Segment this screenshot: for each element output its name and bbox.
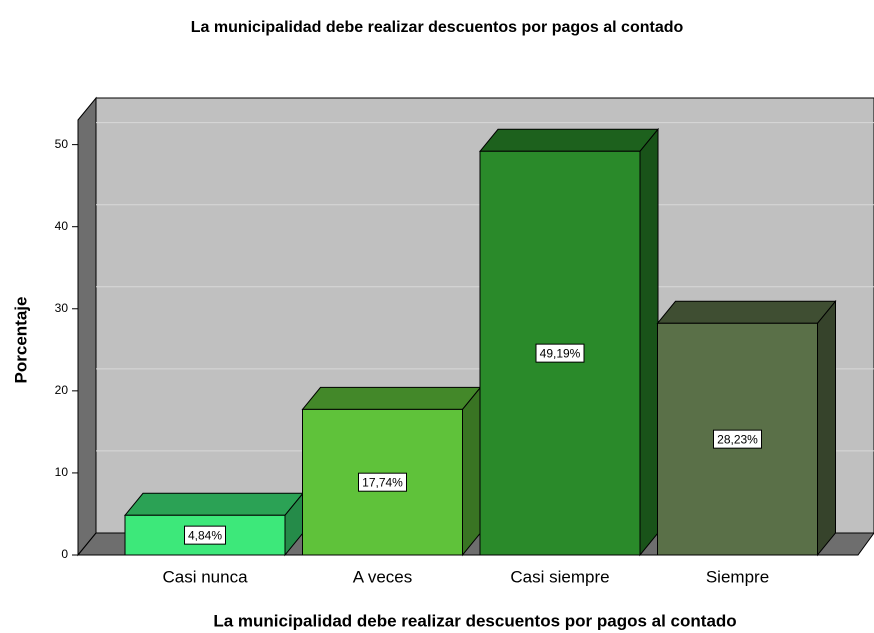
value-label-box <box>184 525 226 545</box>
y-axis-label: Porcentaje <box>11 297 30 384</box>
x-axis-label: La municipalidad debe realizar descuento… <box>213 611 736 630</box>
value-label: 4,84% <box>188 528 222 542</box>
y-tick-label: 40 <box>55 219 69 233</box>
y-tick-label: 50 <box>55 137 69 151</box>
y-tick-label: 10 <box>55 465 69 479</box>
bar-side <box>639 127 659 557</box>
value-label: 49,19% <box>540 346 581 360</box>
chart-title: La municipalidad debe realizar descuento… <box>191 19 684 36</box>
bar-top <box>478 128 660 152</box>
bar-top <box>123 492 305 516</box>
y-tick-label: 0 <box>61 547 68 561</box>
x-tick-label: Casi siempre <box>510 567 609 586</box>
value-label-box <box>535 343 585 363</box>
value-label: 28,23% <box>717 432 758 446</box>
bar-top <box>656 300 837 324</box>
x-tick-label: Siempre <box>706 567 769 586</box>
value-label: 17,74% <box>362 475 403 489</box>
left-wall <box>77 96 97 557</box>
value-label-box <box>358 472 407 492</box>
y-tick-label: 30 <box>55 301 69 315</box>
x-tick-label: Casi nunca <box>162 567 248 586</box>
x-tick-label: A veces <box>353 567 413 586</box>
y-tick-label: 20 <box>55 383 69 397</box>
bar-side <box>817 299 836 557</box>
bar-side <box>462 385 481 557</box>
value-label-box <box>713 429 762 449</box>
bar-top <box>301 386 482 410</box>
